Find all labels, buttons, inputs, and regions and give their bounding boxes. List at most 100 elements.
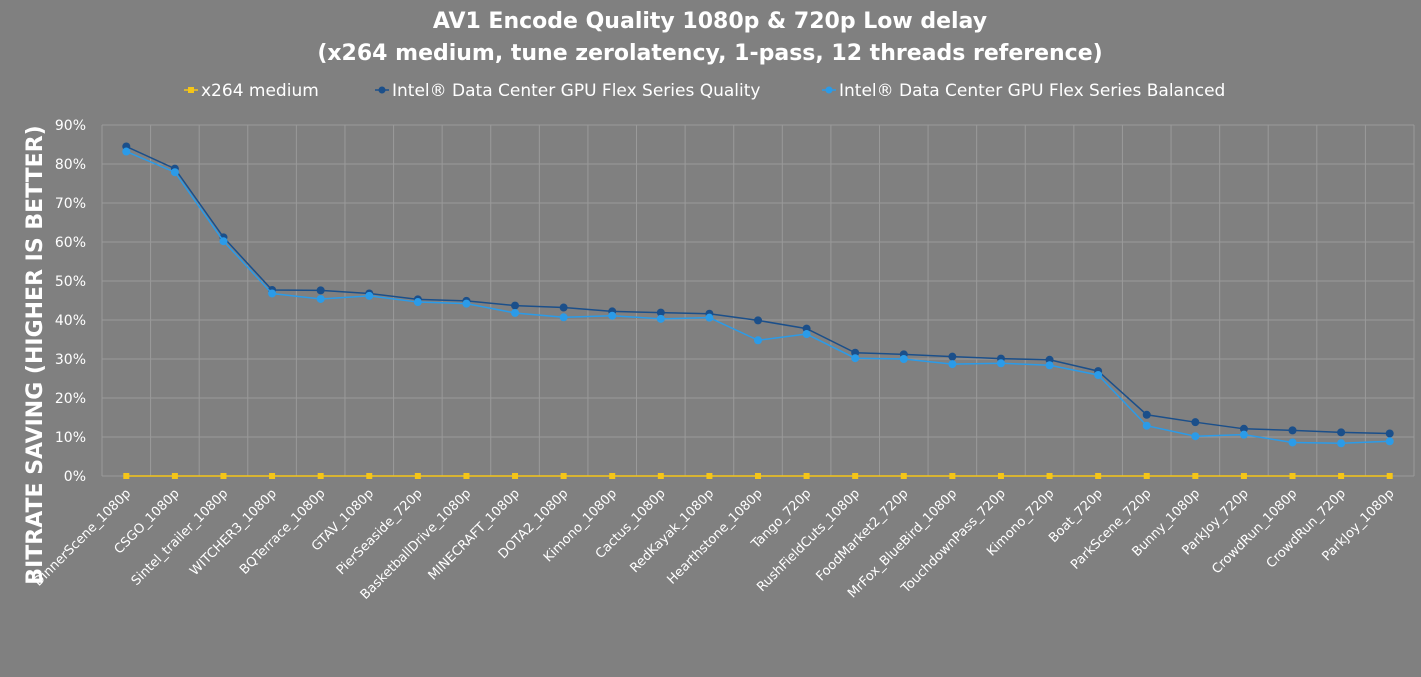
- x-tick-label: WITCHER3_1080p: [187, 486, 280, 579]
- data-point: [171, 473, 178, 479]
- data-point: [1289, 473, 1296, 479]
- data-point: [1337, 428, 1346, 437]
- legend-item: x264 medium: [184, 81, 319, 101]
- data-point: [414, 473, 421, 479]
- data-point: [511, 308, 520, 317]
- data-point: [656, 308, 665, 317]
- data-point: [705, 313, 714, 322]
- chart-title-line-2: (x264 medium, tune zerolatency, 1-pass, …: [317, 41, 1102, 66]
- data-point: [511, 301, 520, 310]
- data-point: [1191, 432, 1200, 441]
- data-point: [1046, 473, 1053, 479]
- data-point: [754, 336, 762, 345]
- data-point: [997, 473, 1004, 479]
- data-point: [803, 473, 810, 479]
- data-point: [899, 355, 908, 363]
- data-point: [366, 473, 373, 479]
- data-point: [123, 473, 130, 479]
- data-point: [1094, 370, 1103, 379]
- data-point: [316, 286, 325, 295]
- legend-item: Intel® Data Center GPU Flex Series Balan…: [822, 81, 1225, 101]
- y-tick-label: 30%: [55, 352, 86, 368]
- y-axis-label: BITRATE SAVING (HIGHER IS BETTER): [23, 125, 48, 584]
- data-point: [1142, 410, 1151, 419]
- y-tick-label: 40%: [55, 313, 86, 329]
- data-point: [1143, 473, 1150, 479]
- data-point: [1192, 473, 1199, 479]
- data-point: [1240, 473, 1247, 479]
- data-point: [316, 294, 325, 303]
- data-point: [462, 299, 471, 308]
- data-point: [851, 354, 860, 363]
- data-point: [996, 359, 1005, 368]
- data-point: [900, 473, 907, 479]
- data-point: [852, 473, 859, 479]
- data-point: [656, 314, 665, 323]
- data-point: [949, 473, 956, 479]
- data-point: [170, 168, 179, 177]
- y-tick-label: 10%: [55, 430, 86, 446]
- data-point: [1239, 424, 1248, 433]
- series-1: [122, 142, 1394, 438]
- data-point: [1288, 426, 1297, 435]
- y-tick-label: 50%: [55, 274, 86, 290]
- data-point: [609, 473, 616, 479]
- y-tick-label: 80%: [55, 157, 86, 173]
- data-point: [413, 298, 422, 307]
- data-point: [1386, 473, 1393, 479]
- series-line: [125, 145, 1390, 435]
- legend-label: x264 medium: [201, 81, 319, 101]
- data-point: [657, 473, 664, 479]
- data-point: [948, 360, 957, 369]
- data-point: [560, 473, 567, 479]
- data-point: [220, 473, 227, 479]
- data-point: [1142, 421, 1151, 430]
- y-axis-ticks: 0% 10% 20% 30% 40% 50% 60% 70% 80% 90%: [55, 118, 86, 485]
- legend-swatch-marker: [188, 87, 194, 93]
- x-tick-label: RedKayak_1080p: [627, 486, 717, 576]
- data-point: [1385, 429, 1394, 438]
- legend-label: Intel® Data Center GPU Flex Series Balan…: [839, 81, 1225, 101]
- y-tick-label: 70%: [55, 196, 86, 212]
- x-tick-label: Hearthstone_1080p: [664, 486, 765, 587]
- legend: x264 medium Intel® Data Center GPU Flex S…: [184, 81, 1225, 101]
- x-tick-label: BQTerrace_1080p: [237, 486, 328, 577]
- data-point: [559, 313, 568, 322]
- gridlines: [101, 124, 1415, 477]
- data-point: [1045, 361, 1054, 370]
- data-point: [317, 473, 324, 479]
- data-point: [706, 473, 713, 479]
- data-point: [268, 289, 277, 298]
- series-0: [123, 473, 1393, 479]
- data-point: [122, 147, 131, 156]
- legend-item: Intel® Data Center GPU Flex Series Quali…: [375, 81, 760, 101]
- series-2: [122, 147, 1394, 448]
- series-line: [126, 150, 1390, 444]
- data-point: [1239, 430, 1248, 439]
- data-point: [754, 316, 762, 325]
- data-point: [1385, 437, 1394, 446]
- data-point: [608, 311, 617, 320]
- x-tick-label: MINECRAFT_1080p: [426, 486, 523, 583]
- chart-title-line-1: AV1 Encode Quality 1080p & 720p Low dela…: [433, 9, 987, 34]
- x-tick-label: PierSeaside_720p: [334, 486, 426, 578]
- data-point: [365, 291, 374, 300]
- x-tick-label: FoodMarket2_720p: [814, 486, 912, 584]
- y-tick-label: 20%: [55, 391, 86, 407]
- data-point: [463, 473, 470, 479]
- series-group: [122, 142, 1394, 479]
- legend-swatch-marker: [825, 86, 833, 94]
- legend-label: Intel® Data Center GPU Flex Series Quali…: [392, 81, 760, 101]
- data-point: [1338, 473, 1345, 479]
- y-tick-label: 60%: [55, 235, 86, 251]
- data-point: [1095, 473, 1102, 479]
- y-tick-label: 0%: [64, 469, 86, 485]
- legend-swatch-marker: [378, 86, 386, 94]
- data-point: [1191, 418, 1200, 427]
- x-tick-label: Sintel_trailer_1080p: [129, 486, 232, 589]
- data-point: [1288, 438, 1297, 447]
- data-point: [559, 303, 568, 312]
- data-point: [802, 330, 811, 339]
